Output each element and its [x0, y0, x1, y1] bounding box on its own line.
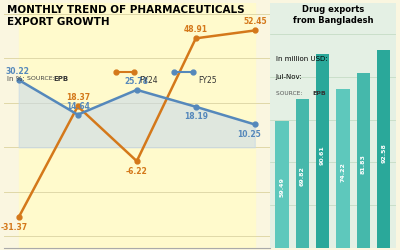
Text: 10.25: 10.25: [237, 130, 261, 139]
Text: FY24: FY24: [140, 76, 158, 85]
Text: SOURCE:: SOURCE:: [276, 91, 304, 96]
Bar: [336, 90, 350, 248]
Text: Jul-Nov:: Jul-Nov:: [276, 74, 302, 80]
Text: -6.22: -6.22: [126, 167, 148, 176]
Text: MONTHLY TREND OF PHARMACEUTICALS
EXPORT GROWTH: MONTHLY TREND OF PHARMACEUTICALS EXPORT …: [7, 5, 244, 27]
Text: 30.22: 30.22: [6, 67, 30, 76]
Text: 25.78: 25.78: [125, 77, 149, 86]
Text: EPB: EPB: [53, 76, 68, 82]
Bar: [275, 121, 288, 248]
Text: 69.82: 69.82: [300, 166, 305, 186]
Text: 90.61: 90.61: [320, 145, 325, 165]
Text: 18.37: 18.37: [66, 93, 90, 102]
Text: 52.45: 52.45: [243, 18, 267, 26]
Text: SOURCE:: SOURCE:: [26, 76, 56, 81]
Bar: [377, 50, 390, 247]
Text: In million USD:: In million USD:: [276, 56, 328, 62]
Text: FY25: FY25: [198, 76, 216, 85]
Text: 92.58: 92.58: [381, 143, 386, 163]
Text: 74.22: 74.22: [340, 162, 346, 182]
Text: In %:: In %:: [7, 76, 27, 82]
Bar: [316, 54, 329, 248]
Text: 81.83: 81.83: [361, 154, 366, 174]
Text: 18.19: 18.19: [184, 112, 208, 121]
Text: 14.64: 14.64: [66, 102, 90, 111]
Text: 48.91: 48.91: [184, 25, 208, 34]
Text: 59.49: 59.49: [280, 177, 284, 197]
Bar: [296, 99, 309, 248]
Text: Drug exports
from Bangladesh: Drug exports from Bangladesh: [292, 5, 373, 25]
Text: -31.37: -31.37: [0, 223, 28, 232]
Bar: [357, 73, 370, 248]
Text: EPB: EPB: [312, 91, 326, 96]
